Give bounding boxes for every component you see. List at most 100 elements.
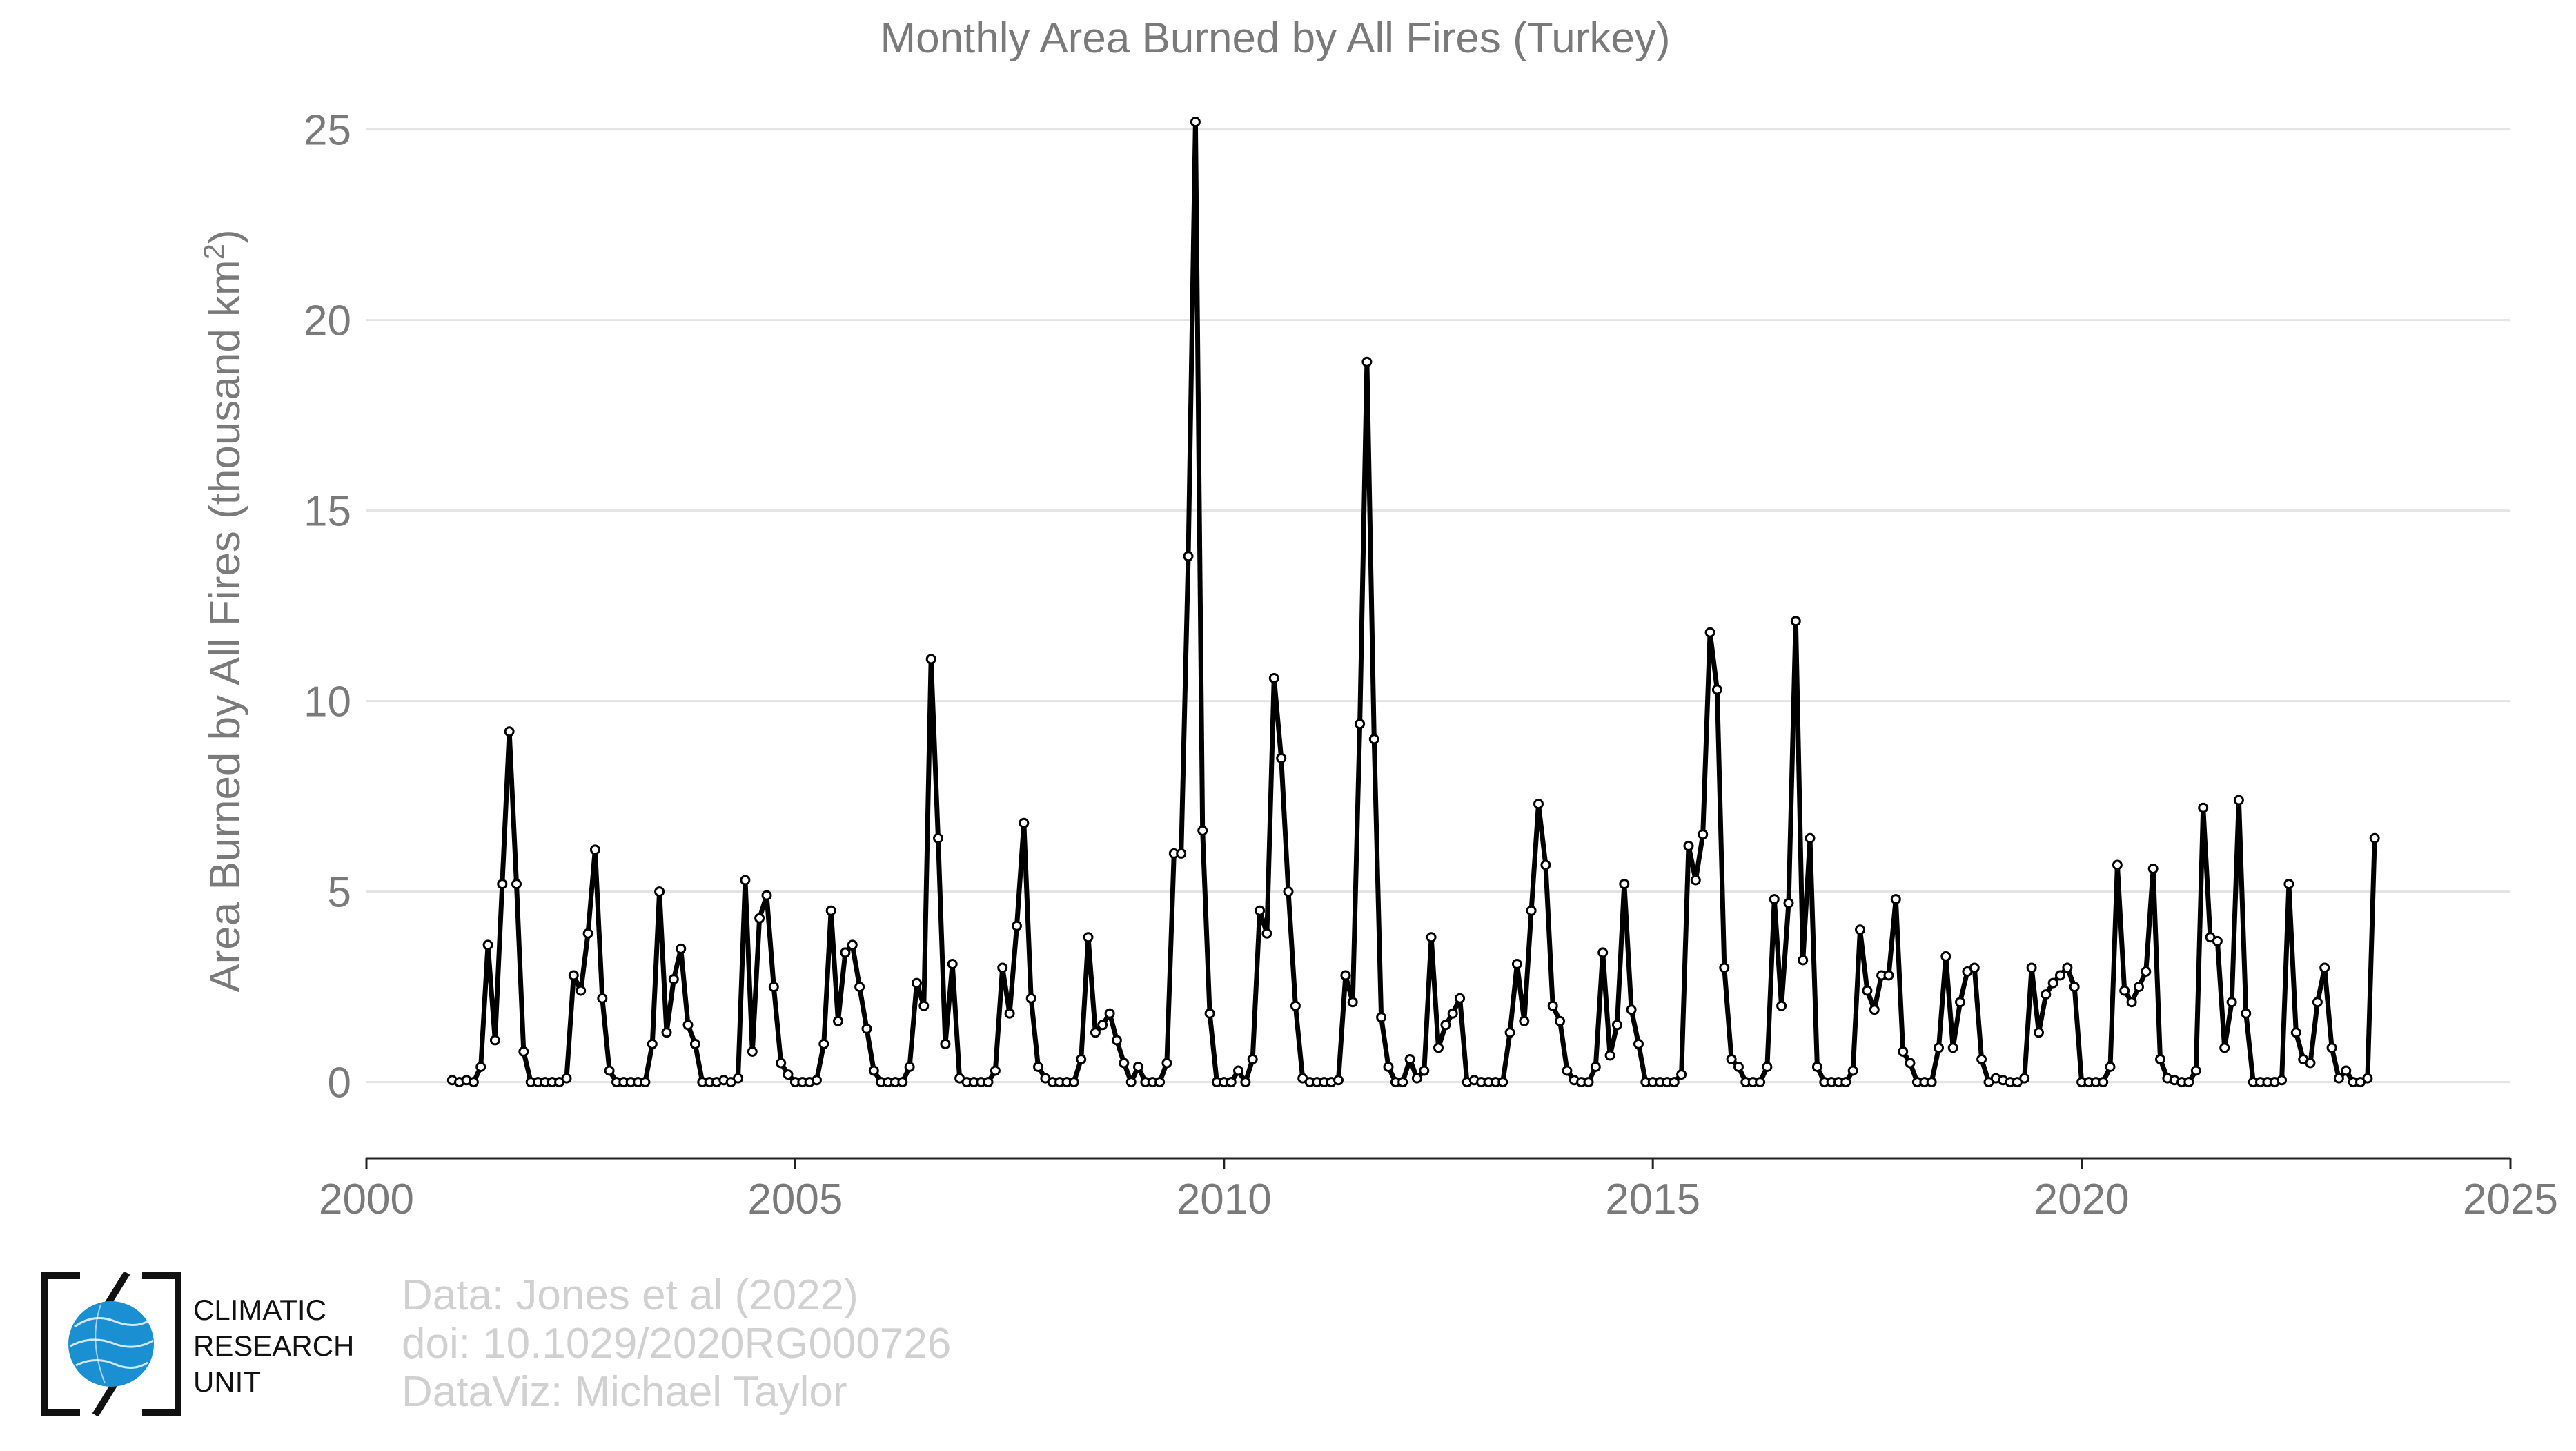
data-point <box>1547 1000 1558 1011</box>
data-point <box>589 844 600 855</box>
data-point <box>2326 1042 2337 1053</box>
x-tick-label: 2005 <box>747 1176 843 1223</box>
data-point <box>2283 879 2294 890</box>
data-point <box>2069 982 2080 993</box>
data-point <box>1726 1054 1737 1064</box>
x-tick-label: 2025 <box>2463 1176 2558 1223</box>
data-point <box>1154 1077 1166 1088</box>
data-point <box>2034 1027 2044 1038</box>
data-point <box>1955 997 1965 1008</box>
data-point <box>1190 117 1201 128</box>
data-point <box>2041 989 2052 1000</box>
y-tick-labels: 0 5 10 15 20 25 <box>304 107 351 1107</box>
data-point <box>1733 1062 1744 1072</box>
data-point <box>1704 627 1715 638</box>
data-point <box>1025 993 1036 1004</box>
y-axis-label-suffix: ) <box>201 229 249 244</box>
data-point <box>2105 1062 2116 1072</box>
data-point <box>2369 832 2380 844</box>
data-point <box>497 879 508 890</box>
globe-icon <box>68 1301 154 1387</box>
logo-line-2: RESEARCH <box>193 1330 355 1362</box>
data-point <box>1268 673 1279 683</box>
data-point <box>1383 1062 1394 1072</box>
data-point <box>1898 1046 1909 1057</box>
data-point <box>1455 993 1466 1004</box>
data-point <box>689 1038 700 1049</box>
data-point <box>1840 1077 1851 1088</box>
data-point <box>847 939 858 951</box>
data-point <box>733 1073 743 1084</box>
data-point <box>2305 1058 2316 1069</box>
data-point <box>561 1073 572 1084</box>
data-point <box>676 943 687 954</box>
data-point <box>1012 920 1022 931</box>
data-point <box>1440 1020 1451 1031</box>
data-point <box>1769 894 1780 905</box>
data-point <box>1976 1054 1987 1064</box>
data-point <box>740 875 751 886</box>
data-point <box>1619 879 1630 890</box>
x-axis: 2000 2005 2010 2015 2020 2025 <box>319 1157 2558 1223</box>
data-point <box>1533 799 1544 810</box>
data-point <box>2155 1054 2165 1064</box>
data-point <box>904 1062 915 1072</box>
data-point <box>2341 1065 2352 1076</box>
data-point <box>1862 985 1873 996</box>
data-point <box>1411 1073 1422 1084</box>
gridlines <box>366 128 2510 1084</box>
data-point <box>2026 962 2037 973</box>
data-point <box>1669 1077 1680 1088</box>
y-tick-label: 10 <box>304 679 351 726</box>
data-point <box>2241 1008 2252 1019</box>
data-point <box>1805 832 1816 844</box>
cru-logo-text: CLIMATIC RESEARCH UNIT <box>193 1292 354 1400</box>
data-point <box>2219 1042 2230 1053</box>
data-point <box>1119 1058 1130 1069</box>
data-point <box>840 947 851 958</box>
series-line <box>451 119 2377 1085</box>
data-point <box>2141 966 2152 977</box>
data-point <box>1683 840 1694 851</box>
data-point <box>861 1023 872 1034</box>
data-point <box>818 1038 829 1049</box>
logo-line-3: UNIT <box>193 1365 261 1398</box>
data-point <box>1711 684 1722 695</box>
data-point <box>511 879 522 890</box>
data-point <box>518 1046 529 1057</box>
data-point <box>1347 997 1358 1008</box>
data-point <box>2112 859 2123 870</box>
series-area-burned <box>446 117 2380 1088</box>
data-point <box>2312 997 2323 1008</box>
data-point <box>1762 1062 1773 1072</box>
data-point <box>2212 935 2223 946</box>
data-point <box>1447 1008 1458 1019</box>
data-point <box>1233 1065 1243 1076</box>
data-point <box>1497 1077 1508 1088</box>
data-point <box>783 1069 794 1080</box>
data-point <box>833 1015 843 1026</box>
data-point <box>482 939 493 951</box>
data-point <box>682 1020 694 1031</box>
data-point <box>825 905 836 916</box>
data-point <box>940 1038 951 1049</box>
data-point <box>1519 1015 1530 1026</box>
data-point <box>1426 932 1437 943</box>
data-point <box>761 890 772 901</box>
data-point <box>2233 795 2244 806</box>
y-axis-label-superscript: 2 <box>197 244 230 260</box>
x-tick-label: 2000 <box>319 1176 414 1223</box>
x-tick-label: 2010 <box>1177 1176 1272 1223</box>
data-point <box>2055 970 2065 981</box>
data-point <box>1133 1062 1143 1072</box>
data-point <box>2147 864 2159 874</box>
data-point <box>897 1077 908 1088</box>
data-point <box>2226 997 2237 1008</box>
data-point <box>2062 962 2073 973</box>
data-point <box>1240 1077 1251 1088</box>
data-point <box>933 832 943 844</box>
data-point <box>668 974 679 985</box>
data-point <box>776 1058 787 1069</box>
data-point <box>1090 1027 1101 1038</box>
credits: Data: Jones et al (2022) doi: 10.1029/20… <box>402 1272 951 1416</box>
